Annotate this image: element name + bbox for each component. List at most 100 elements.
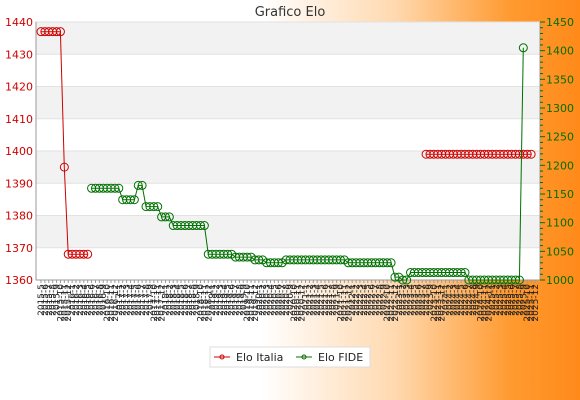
x-tick-label: 2024-4 <box>453 284 463 316</box>
x-tick-label: 2017-10 <box>150 284 160 322</box>
data-point <box>273 258 283 268</box>
right-tick-label: 1050 <box>546 245 574 258</box>
x-tick-label: 2023-12 <box>438 284 448 322</box>
left-tick-label: 1410 <box>5 113 33 126</box>
right-tick-label: 1300 <box>546 102 574 115</box>
data-point <box>223 249 233 259</box>
x-tick-label: 2023-7 <box>418 284 428 316</box>
x-tick-label: 2021-10 <box>337 284 347 322</box>
x-tick-label: 2017-4 <box>126 284 136 316</box>
x-tick-label: 2025-11 <box>527 284 537 322</box>
data-point <box>160 212 170 222</box>
data-point <box>386 258 396 268</box>
x-tick-label: 2022-12 <box>391 284 401 322</box>
x-tick-label: 2018-11 <box>200 284 210 322</box>
legend-item-italia: Elo Italia <box>214 351 283 364</box>
left-tick-label: 1400 <box>5 145 33 158</box>
legend-label-italia: Elo Italia <box>236 351 283 364</box>
x-tick-label: 2025-1 <box>488 284 498 316</box>
x-tick-label: 2020-4 <box>266 284 276 316</box>
x-tick-label: 2018-4 <box>173 284 183 316</box>
series-elo-fide <box>87 43 528 285</box>
x-tick-label: 2018-5 <box>177 284 187 316</box>
data-point <box>110 183 120 193</box>
x-tick-label: 2019-7 <box>231 284 241 316</box>
x-tick-label: 2023-10 <box>430 284 440 322</box>
data-point <box>149 202 159 212</box>
x-tick-label: 2024-7 <box>465 284 475 316</box>
x-tick-label: 2019-11 <box>247 284 257 322</box>
data-point <box>133 180 143 190</box>
x-tick-label: 2022-2 <box>352 284 362 316</box>
x-tick-label: 2020-7 <box>278 284 288 316</box>
x-tick-label: 2017-8 <box>142 284 152 316</box>
right-tick-label: 1350 <box>546 73 574 86</box>
data-point <box>137 180 147 190</box>
data-point <box>518 43 528 53</box>
data-point <box>125 195 135 205</box>
x-tick-label: 2022-7 <box>372 284 382 316</box>
x-tick-label: 2015-9 <box>53 284 63 316</box>
x-tick-label: 2021-2 <box>305 284 315 316</box>
series-elo-italia <box>36 27 536 259</box>
x-tick-label: 2016-7 <box>91 284 101 316</box>
x-tick-label: 2019-9 <box>239 284 249 316</box>
x-tick-label: 2022-5 <box>364 284 374 316</box>
x-tick-label: 2020-8 <box>282 284 292 316</box>
x-tick-label: 2022-3 <box>356 284 366 316</box>
grid-band <box>36 151 540 184</box>
x-tick-label: 2022-8 <box>375 284 385 316</box>
right-tick-label: 1400 <box>546 45 574 58</box>
x-tick-label: 2021-11 <box>340 284 350 322</box>
x-tick-label: 2018-12 <box>204 284 214 322</box>
data-point <box>59 162 69 172</box>
x-tick-label: 2017-12 <box>158 284 168 322</box>
legend-item-fide: Elo FIDE <box>296 351 363 364</box>
x-tick-label: 2015-12 <box>64 284 74 322</box>
x-tick-label: 2022-11 <box>387 284 397 322</box>
series-layer <box>36 27 536 285</box>
data-point <box>382 258 392 268</box>
data-point <box>164 212 174 222</box>
data-point <box>336 255 346 265</box>
right-y-axis: 1000 1050 1100 1150 1200 1250 1300 1350 1400 1450 <box>539 16 574 287</box>
x-tick-label: 2020-12 <box>298 284 308 322</box>
data-point <box>514 275 524 285</box>
x-tick-label: 2022-6 <box>368 284 378 316</box>
data-point <box>511 275 521 285</box>
data-point <box>55 27 65 37</box>
data-point <box>242 252 252 262</box>
x-tick-label: 2018-10 <box>196 284 206 322</box>
x-tick-label: 2024-5 <box>457 284 467 316</box>
x-tick-label: 2016-11 <box>107 284 117 322</box>
x-tick-label: 2016-9 <box>99 284 109 316</box>
data-point <box>83 249 93 259</box>
x-tick-label: 2024-11 <box>480 284 490 322</box>
x-tick-label: 2022-10 <box>383 284 393 322</box>
x-tick-label: 2021-12 <box>344 284 354 322</box>
x-tick-label: 2020-10 <box>290 284 300 322</box>
x-tick-label: 2018-8 <box>189 284 199 316</box>
legend-marker-italia <box>219 354 225 360</box>
x-tick-label: 2018-9 <box>193 284 203 316</box>
data-point <box>390 272 400 282</box>
x-tick-label: 2018-7 <box>185 284 195 316</box>
legend-marker-fide <box>301 354 307 360</box>
x-tick-label: 2016-3 <box>76 284 86 316</box>
x-axis: 2015-52015-62015-72015-82015-92015-10201… <box>36 279 541 322</box>
x-tick-label: 2021-1 <box>302 284 312 316</box>
x-tick-label: 2024-6 <box>461 284 471 316</box>
x-tick-label: 2020-11 <box>294 284 304 322</box>
right-tick-label: 1100 <box>546 217 574 230</box>
x-tick-label: 2021-4 <box>313 284 323 316</box>
x-tick-label: 2024-8 <box>469 284 479 316</box>
x-tick-label: 2016-12 <box>111 284 121 322</box>
data-point <box>460 268 470 278</box>
right-tick-label: 1200 <box>546 159 574 172</box>
x-tick-label: 2020-6 <box>274 284 284 316</box>
data-point <box>195 221 205 231</box>
x-tick-label: 2023-1 <box>395 284 405 316</box>
x-tick-label: 2021-3 <box>309 284 319 316</box>
data-point <box>129 195 139 205</box>
